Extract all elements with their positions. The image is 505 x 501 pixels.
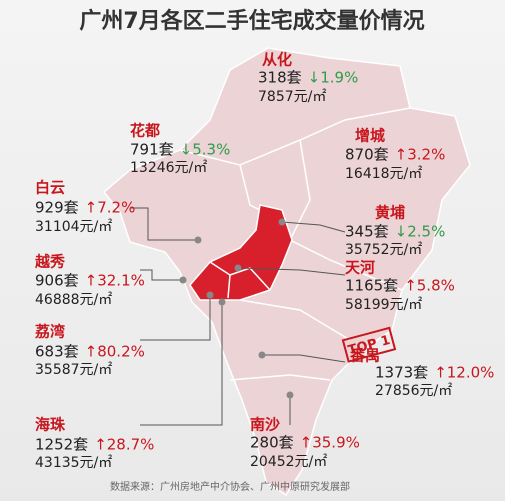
map	[102, 47, 471, 497]
boundary	[239, 299, 351, 341]
boundary	[239, 164, 261, 211]
district-name: 天河	[345, 259, 375, 277]
district-name: 从化	[262, 51, 292, 69]
leader-lines	[130, 207, 346, 426]
change: ↑32.1%	[85, 272, 145, 290]
district-name: 南沙	[250, 416, 280, 434]
district-dots	[179, 218, 294, 399]
change: ↓1.9%	[308, 69, 359, 87]
price: 35752元/㎡	[345, 242, 422, 258]
price: 58199元/㎡	[345, 297, 422, 313]
price: 20452元/㎡	[250, 454, 327, 470]
district-name: 番禺	[349, 347, 380, 365]
district-name: 增城	[355, 127, 385, 145]
price: 7857元/㎡	[258, 89, 326, 105]
price: 35587元/㎡	[35, 362, 112, 378]
source: 数据来源：广州房地产中介协会、广州中原研究发展部	[110, 480, 350, 493]
price: 13246元/㎡	[130, 160, 207, 176]
volume: 870套	[345, 146, 389, 164]
price: 27856元/㎡	[375, 383, 452, 399]
volume: 906套	[35, 272, 79, 290]
stamp-box	[341, 326, 397, 363]
volume: 1165套	[345, 277, 398, 295]
district-name: 荔湾	[35, 323, 65, 341]
price: 16418元/㎡	[345, 166, 422, 182]
district-name: 黄埔	[375, 204, 405, 222]
change: ↑12.0%	[434, 364, 494, 382]
city-outline	[102, 47, 471, 497]
district-name: 海珠	[35, 416, 66, 434]
change: ↑28.7%	[94, 436, 154, 454]
price: 31104元/㎡	[35, 219, 112, 235]
change: ↓5.3%	[180, 141, 231, 159]
boundary	[229, 374, 331, 381]
volume: 318套	[258, 69, 302, 87]
change: ↑35.9%	[300, 434, 360, 452]
volume: 929套	[35, 199, 79, 217]
volume: 280套	[250, 434, 294, 452]
price: 46888元/㎡	[35, 292, 112, 308]
volume: 1252套	[35, 436, 88, 454]
district-name: 花都	[130, 122, 160, 140]
volume: 1373套	[375, 364, 428, 382]
volume: 791套	[130, 141, 174, 159]
change: ↑7.2%	[85, 199, 136, 217]
change: ↑80.2%	[85, 343, 145, 361]
title: 广州7月各区二手住宅成交量价情况	[79, 8, 424, 34]
change: ↑5.8%	[404, 277, 455, 295]
volume: 345套	[345, 223, 389, 241]
price: 43135元/㎡	[35, 455, 112, 471]
change: ↓2.5%	[395, 223, 446, 241]
district-name: 越秀	[34, 253, 66, 271]
change: ↑3.2%	[395, 146, 446, 164]
volume: 683套	[35, 343, 79, 361]
district-name: 白云	[35, 179, 65, 197]
